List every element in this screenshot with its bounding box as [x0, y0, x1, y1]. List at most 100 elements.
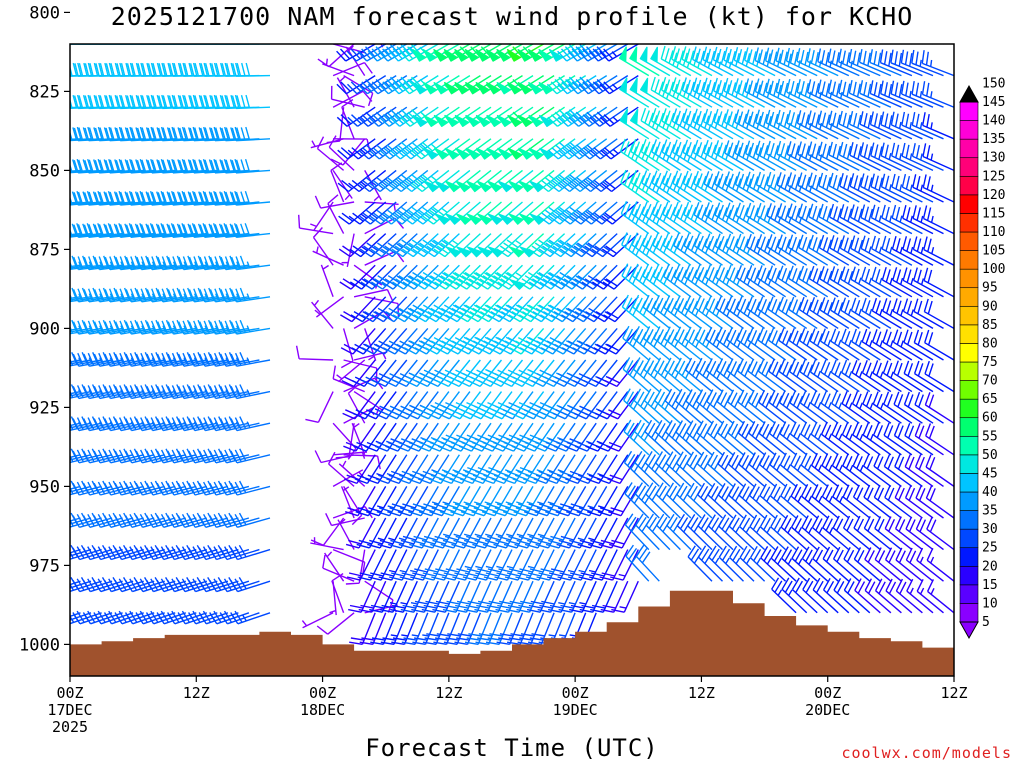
- wind-barb: [620, 169, 650, 203]
- wind-barb: [402, 264, 439, 290]
- wind-barb: [800, 483, 829, 519]
- wind-barb: [893, 391, 923, 424]
- wind-barb: [479, 391, 513, 420]
- wind-barb: [763, 44, 765, 45]
- wind-barb: [83, 255, 123, 271]
- wind-barb: [925, 485, 954, 519]
- wind-barb: [400, 580, 429, 613]
- wind-barb: [406, 422, 439, 452]
- wind-barb: [457, 359, 492, 388]
- wind-barb: [914, 423, 944, 456]
- wind-barb: [557, 106, 597, 127]
- credit-link[interactable]: coolwx.com/models: [841, 744, 1012, 762]
- wind-barb: [219, 577, 260, 593]
- wind-barb: [156, 610, 197, 625]
- wind-barb: [331, 573, 345, 614]
- wind-barb: [571, 296, 608, 323]
- wind-barb: [350, 296, 387, 323]
- wind-barb: [905, 547, 934, 582]
- wind-barb: [146, 448, 186, 464]
- wind-barb: [819, 297, 850, 329]
- wind-barbs: [70, 44, 954, 645]
- colorbar: 5 10 15 20 25 30 35 40 45 50 55 60 65 70 75 80 85 90 95 100…: [959, 76, 1005, 640]
- wind-barb: [493, 517, 524, 549]
- wind-barb: [799, 328, 829, 361]
- wind-barb: [70, 544, 102, 560]
- wind-barb: [467, 327, 503, 355]
- wind-barb: [839, 235, 871, 266]
- wind-barb: [620, 201, 650, 235]
- wind-barb: [833, 578, 860, 614]
- wind-barb: [167, 480, 207, 496]
- wind-barb: [167, 577, 208, 593]
- wind-barb: [878, 44, 881, 45]
- colorbar-label: 50: [982, 448, 998, 463]
- wind-barb: [209, 448, 250, 464]
- wind-barb: [105, 158, 144, 174]
- wind-barb: [922, 112, 954, 140]
- wind-barb: [685, 420, 713, 456]
- wind-barb: [683, 201, 713, 235]
- wind-barb: [363, 391, 397, 420]
- wind-barb: [530, 327, 566, 355]
- wind-barb: [641, 170, 671, 203]
- wind-barb: [509, 327, 545, 355]
- wind-barb: [199, 158, 239, 174]
- wind-barb: [686, 482, 713, 519]
- wind-barb: [209, 512, 250, 528]
- wind-barb: [870, 142, 902, 172]
- wind-barb: [840, 328, 871, 361]
- wind-barb: [72, 287, 113, 303]
- wind-barb: [167, 255, 207, 271]
- wind-barb: [391, 612, 418, 645]
- wind-barb: [863, 484, 892, 519]
- wind-barb: [423, 264, 460, 290]
- wind-barb: [145, 512, 186, 528]
- wind-barb: [73, 255, 113, 271]
- wind-barb: [807, 110, 839, 140]
- wind-barb: [662, 201, 692, 235]
- wind-barb: [70, 327, 92, 333]
- wind-barb: [909, 44, 912, 45]
- wind-barb: [198, 416, 239, 432]
- wind-barb: [230, 352, 271, 367]
- wind-barb: [702, 77, 734, 108]
- wind-barb: [747, 358, 776, 393]
- wind-barb: [920, 44, 923, 45]
- wind-barb: [456, 201, 492, 225]
- wind-barb: [706, 451, 734, 487]
- x-tick-label: 2025: [52, 718, 88, 736]
- wind-barb: [656, 513, 681, 551]
- wind-barb: [209, 577, 250, 593]
- wind-barb: [830, 359, 860, 393]
- wind-barb: [839, 173, 871, 203]
- wind-barb: [589, 138, 629, 160]
- wind-barb: [167, 352, 207, 367]
- wind-barb: [444, 264, 481, 290]
- wind-barb: [83, 319, 123, 335]
- wind-barb: [115, 255, 155, 271]
- wind-barb: [412, 233, 450, 258]
- wind-barb: [705, 295, 734, 329]
- wind-barb: [473, 549, 503, 581]
- wind-barb: [578, 75, 618, 95]
- wind-barb: [230, 610, 271, 625]
- wind-barb: [630, 108, 660, 140]
- wind-barb: [828, 110, 860, 140]
- wind-barb: [576, 486, 608, 517]
- colorbar-label: 140: [982, 114, 1005, 129]
- wind-barb: [883, 453, 913, 487]
- wind-barb: [882, 360, 913, 393]
- wind-barb: [384, 391, 418, 420]
- wind-barb: [178, 158, 218, 174]
- wind-barb: [114, 416, 155, 432]
- wind-barb: [754, 47, 786, 77]
- wind-barb: [572, 327, 608, 355]
- wind-barb: [854, 578, 881, 614]
- wind-barb: [358, 580, 387, 613]
- wind-barb: [675, 420, 702, 456]
- wind-barb: [657, 44, 660, 45]
- wind-barb: [136, 287, 176, 303]
- wind-barb: [512, 454, 545, 485]
- wind-barb: [849, 204, 881, 235]
